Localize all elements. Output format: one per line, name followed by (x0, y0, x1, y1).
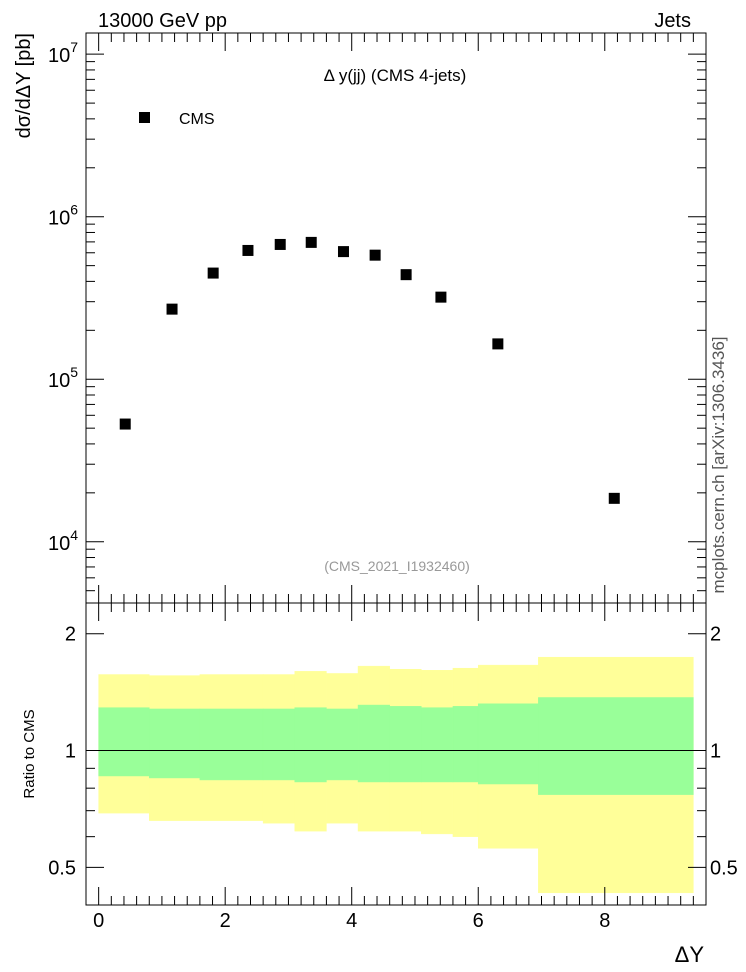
ratio-bands (98, 656, 694, 894)
ratio-inner-band-bin (389, 706, 422, 783)
ratio-axis-ticks (86, 603, 706, 906)
ratio-inner-band-bin (199, 708, 264, 781)
ratio-ytick-label-right: 2 (710, 624, 721, 646)
x-tick-labels: 0 2 4 6 8 (93, 910, 610, 932)
x-tick-label: 0 (93, 910, 104, 932)
ratio-inner-band-bin (98, 707, 150, 777)
data-point (207, 267, 219, 279)
ratio-inner-band-bin (357, 704, 390, 783)
side-source-label: mcplots.cern.ch [arXiv:1306.3436] (709, 336, 728, 593)
ratio-frame (85, 602, 707, 906)
main-title: Δ y(jj) (CMS 4-jets) (324, 66, 467, 85)
ratio-ytick-label-left: 2 (65, 624, 76, 646)
data-points (119, 236, 620, 504)
legend-label: CMS (179, 111, 215, 128)
main-panel: Δ y(jj) (CMS 4-jets) (CMS_2021_I1932460)… (13, 32, 707, 604)
ratio-ytick-label-left: 0.5 (48, 857, 76, 879)
legend: CMS (139, 111, 215, 128)
main-ytick-label: 107 (48, 39, 78, 67)
ratio-inner-band-bin (421, 707, 454, 783)
data-point (492, 338, 504, 350)
ratio-y-axis-label: Ratio to CMS (21, 709, 38, 798)
main-axis-ticks (86, 33, 706, 603)
data-point (274, 238, 286, 250)
y-axis-label: dσ/dΔY [pb] (13, 33, 35, 138)
ratio-ytick-label-right: 0.5 (710, 857, 738, 879)
ratio-inner-band-bin (452, 706, 479, 783)
data-point (166, 303, 178, 315)
legend-marker (139, 112, 150, 123)
data-point (337, 246, 349, 258)
data-point (369, 249, 381, 261)
ratio-inner-band-bin (326, 708, 359, 781)
x-tick-label: 4 (346, 910, 357, 932)
x-tick-label: 6 (473, 910, 484, 932)
ratio-ytick-label-right: 1 (710, 741, 721, 763)
data-point (242, 244, 254, 256)
x-tick-label: 2 (220, 910, 231, 932)
x-axis-label: ΔY (675, 942, 705, 967)
ratio-panel: 0.5 0.5 1 1 2 2 0 2 4 6 8 Ratio to CMS (21, 602, 738, 932)
data-point (608, 492, 620, 504)
ratio-ytick-label-left: 1 (65, 741, 76, 763)
energy-label: 13000 GeV pp (98, 10, 227, 32)
data-point (119, 418, 131, 430)
ratio-inner-band-bin (294, 707, 327, 783)
process-label: Jets (654, 10, 691, 32)
data-point (435, 291, 447, 303)
ratio-inner-band-bin (538, 697, 694, 795)
main-ytick-label: 105 (48, 364, 78, 392)
ratio-inner-band-bin (477, 703, 539, 785)
ratio-inner-band-bin (262, 708, 296, 781)
main-ytick-label: 106 (48, 202, 78, 230)
ratio-y-tick-labels: 0.5 0.5 1 1 2 2 (48, 624, 738, 880)
main-ytick-label: 104 (48, 527, 78, 555)
main-y-tick-labels: 104 105 106 107 (48, 39, 78, 555)
data-point (400, 269, 412, 281)
analysis-id-label: (CMS_2021_I1932460) (324, 558, 470, 574)
x-tick-label: 8 (599, 910, 610, 932)
data-point (305, 236, 317, 248)
ratio-inner-band-bin (149, 708, 201, 779)
